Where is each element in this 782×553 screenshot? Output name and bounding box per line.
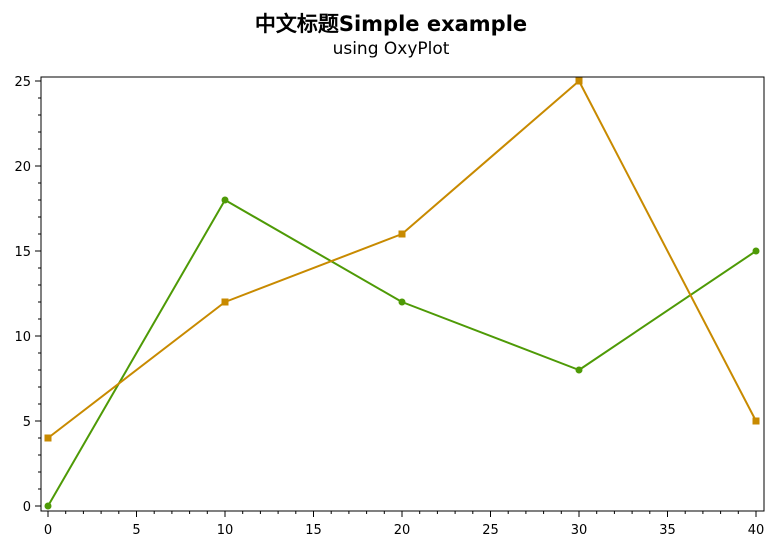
series-1-point [752, 247, 760, 255]
y-tick-label: 20 [14, 160, 31, 175]
series-1-point [398, 298, 406, 306]
y-tick-label: 5 [23, 415, 31, 430]
y-tick-label: 15 [14, 245, 31, 260]
x-tick-label: 5 [132, 523, 140, 538]
series-1-point [221, 196, 229, 204]
plot-area-frame [40, 76, 765, 512]
y-tick-label: 10 [14, 330, 31, 345]
series-1-point [44, 502, 52, 510]
x-tick-label: 10 [217, 523, 234, 538]
series-1-point [575, 366, 583, 374]
series-2-point [398, 230, 406, 238]
y-axis: 0 5 10 15 20 25 [14, 75, 41, 515]
chart-title: 中文标题Simple example [254, 12, 528, 36]
chart-subtitle: using OxyPlot [332, 39, 450, 59]
y-tick-label: 0 [23, 500, 31, 515]
series-2-line [47, 80, 757, 439]
series-2-point [44, 434, 52, 442]
x-tick-label: 25 [482, 523, 499, 538]
series-2-point [752, 417, 760, 425]
x-tick-label: 20 [394, 523, 411, 538]
series-2-point [575, 77, 583, 85]
x-tick-label: 40 [748, 523, 765, 538]
series-2-point [221, 298, 229, 306]
x-axis: 0 5 10 15 20 25 30 35 40 [44, 511, 764, 538]
series-1-line [47, 199, 757, 507]
series-layer [44, 77, 760, 510]
y-tick-label: 25 [14, 75, 31, 90]
x-tick-label: 35 [659, 523, 676, 538]
x-tick-label: 15 [305, 523, 322, 538]
x-tick-label: 30 [571, 523, 588, 538]
x-tick-label: 0 [44, 523, 52, 538]
